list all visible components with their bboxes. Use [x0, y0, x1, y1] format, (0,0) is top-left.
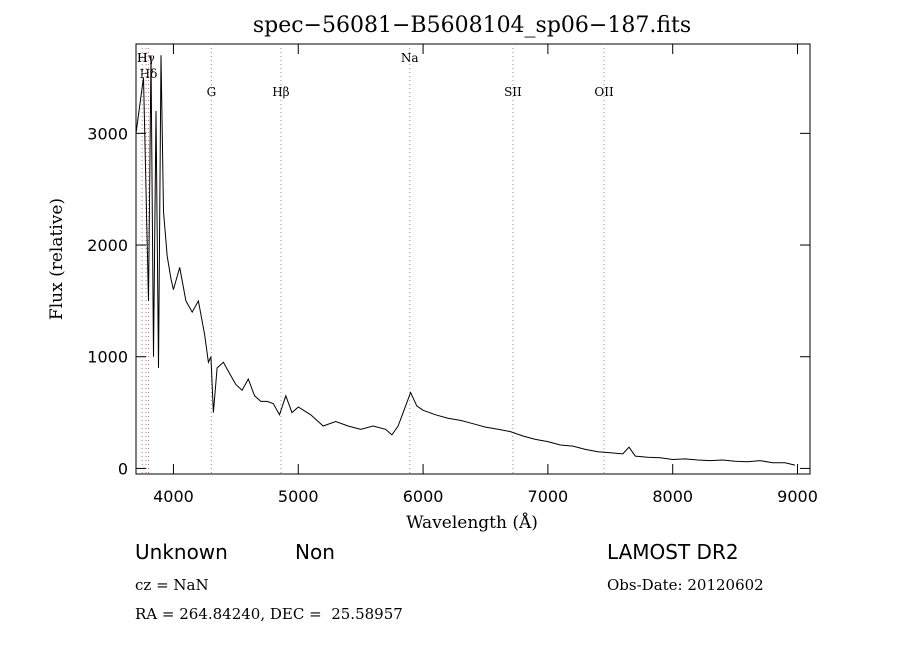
x-tick-label-3: 7000 [528, 487, 569, 506]
spectral-label-4: Hβ [272, 85, 289, 99]
redshift-label: cz = NaN [135, 576, 209, 594]
y-tick-label-3: 3000 [87, 124, 128, 143]
y-axis-label: Flux (relative) [47, 198, 67, 320]
subclass-label: Non [295, 540, 335, 564]
obs-date-label: Obs-Date: 20120602 [607, 576, 764, 594]
x-tick-label-0: 4000 [153, 487, 194, 506]
spectrum-line [135, 55, 796, 466]
coordinates-label: RA = 264.84240, DEC = 25.58957 [135, 605, 403, 623]
chart-title: spec−56081−B5608104_sp06−187.fits [253, 13, 691, 38]
spectral-label-1: Hδ [140, 67, 158, 81]
spectral-label-6: SII [504, 85, 522, 99]
y-tick-label-2: 2000 [87, 236, 128, 255]
spectral-label-0: Hγ [137, 51, 155, 65]
axis-ticks [136, 44, 810, 474]
survey-label: LAMOST DR2 [607, 540, 739, 564]
y-tick-label-1: 1000 [87, 348, 128, 367]
classification-label: Unknown [135, 540, 228, 564]
x-axis-label: Wavelength (Å) [406, 512, 538, 533]
spectral-label-5: Na [401, 51, 419, 65]
y-tick-label-0: 0 [118, 459, 128, 478]
spectral-label-2: H [137, 51, 147, 65]
x-tick-label-5: 9000 [777, 487, 818, 506]
x-tick-label-4: 8000 [652, 487, 693, 506]
spectral-line-markers: Hγ Hδ H G Hβ Na SII OII [137, 44, 614, 474]
x-tick-label-2: 6000 [403, 487, 444, 506]
x-tick-label-1: 5000 [278, 487, 319, 506]
axis-tick-labels: 4000 5000 6000 7000 8000 9000 0 1000 2000 3000 [87, 124, 818, 506]
spectral-label-3: G [207, 85, 217, 99]
spectral-label-7: OII [594, 85, 614, 99]
plot-frame [135, 43, 811, 475]
